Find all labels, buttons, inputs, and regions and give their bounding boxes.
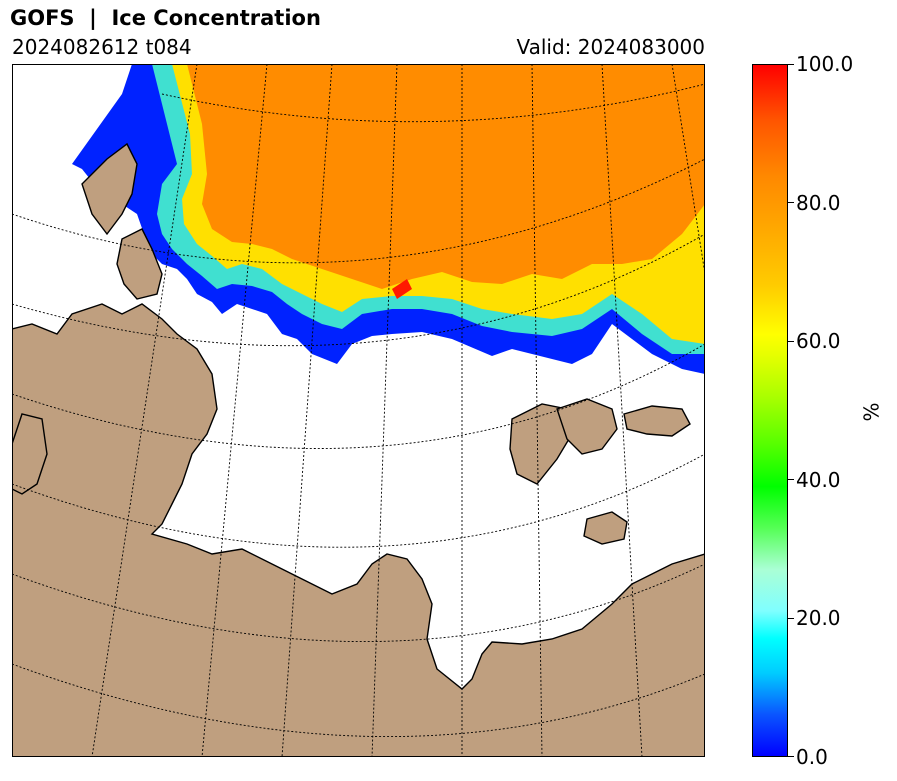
colorbar-tick-label: 80.0 [796, 191, 841, 215]
land-masses [12, 142, 705, 757]
colorbar-tick [788, 756, 794, 757]
colorbar-tick-label: 60.0 [796, 329, 841, 353]
colorbar-tick [788, 618, 794, 619]
colorbar-tick-label: 100.0 [796, 52, 854, 76]
ice-map [12, 64, 705, 757]
colorbar-tick [788, 202, 794, 203]
colorbar-tick-label: 0.0 [796, 745, 828, 769]
colorbar-tick [788, 64, 794, 65]
map-title: GOFS | Ice Concentration [10, 6, 321, 30]
valid-time-label: Valid: 2024083000 [516, 35, 705, 59]
colorbar-tick [788, 479, 794, 480]
sea-ice-field [72, 64, 705, 374]
colorbar-tick-label: 40.0 [796, 468, 841, 492]
colorbar [752, 64, 788, 757]
graticule [12, 64, 705, 757]
colorbar-unit-label: % [859, 402, 884, 422]
run-label: 2024082612 t084 [12, 35, 192, 59]
colorbar-tick [788, 341, 794, 342]
colorbar-tick-label: 20.0 [796, 606, 841, 630]
map-frame [12, 64, 705, 757]
